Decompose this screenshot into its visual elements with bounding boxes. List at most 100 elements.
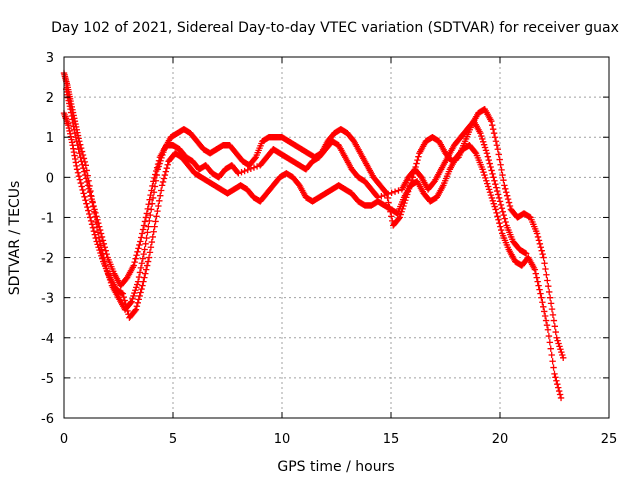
data-point <box>91 231 99 238</box>
data-point <box>133 284 140 291</box>
data-point <box>477 130 484 137</box>
data-point <box>491 134 499 141</box>
data-point <box>96 226 104 234</box>
data-point <box>164 161 171 168</box>
data-point <box>500 176 507 184</box>
data-point <box>489 197 497 205</box>
data-point <box>544 277 551 284</box>
data-point <box>155 202 162 210</box>
data-point <box>151 174 158 182</box>
data-point <box>548 305 556 313</box>
data-point <box>415 153 422 160</box>
data-point <box>381 191 388 199</box>
data-point <box>543 321 551 329</box>
data-point <box>133 281 141 288</box>
data-point <box>501 215 508 222</box>
data-point <box>535 282 542 289</box>
data-point <box>487 191 495 199</box>
data-point <box>485 186 493 193</box>
data-point <box>479 166 486 173</box>
data-point <box>156 197 163 205</box>
y-axis-label: SDTVAR / TECUs <box>7 181 23 296</box>
data-point <box>499 171 506 179</box>
data-point <box>136 292 143 300</box>
data-point <box>244 166 251 174</box>
data-point <box>95 223 103 230</box>
data-point <box>74 169 82 176</box>
data-point <box>491 203 498 210</box>
data-point <box>534 233 542 241</box>
data-point <box>135 245 142 252</box>
data-point <box>497 161 504 168</box>
data-point <box>496 219 503 227</box>
data-point <box>153 164 161 171</box>
data-point <box>83 178 91 186</box>
data-point <box>484 183 492 190</box>
data-point <box>73 166 81 173</box>
data-point <box>157 192 164 199</box>
data-point <box>155 157 163 164</box>
axis-ticks: 0 5 10 15 20 25 -6 -5 -4 -3 -2 -1 0 1 2 3 <box>41 51 617 447</box>
data-point <box>531 266 539 273</box>
data-point <box>71 130 79 137</box>
data-point <box>154 207 161 215</box>
data-point <box>139 282 146 289</box>
data-point <box>556 391 564 398</box>
y-tick-label: -2 <box>41 252 54 267</box>
data-point <box>506 202 514 210</box>
data-point <box>551 323 559 330</box>
data-point <box>81 193 88 201</box>
data-point <box>492 138 500 145</box>
data-point <box>479 135 486 143</box>
data-point <box>144 205 151 213</box>
data-point <box>484 180 491 187</box>
x-tick-label: 15 <box>383 432 400 447</box>
data-point <box>493 187 501 195</box>
data-point <box>138 260 146 267</box>
data-point <box>479 138 487 146</box>
data-point <box>490 174 497 181</box>
data-point <box>85 185 93 192</box>
data-point <box>480 141 488 148</box>
data-point <box>553 377 560 384</box>
data-point <box>133 303 141 310</box>
data-point <box>132 255 139 262</box>
data-point <box>537 290 544 297</box>
data-point <box>413 160 420 167</box>
data-point <box>157 187 165 194</box>
data-point <box>150 228 157 235</box>
data-point <box>486 160 493 167</box>
data-point <box>551 370 558 378</box>
data-point <box>127 299 134 307</box>
data-point <box>545 283 552 290</box>
data-point <box>147 191 154 199</box>
data-point <box>471 148 479 156</box>
data-point <box>74 142 81 149</box>
data-point <box>141 246 148 253</box>
data-point <box>144 229 151 236</box>
data-point <box>489 126 497 133</box>
data-point <box>540 303 547 311</box>
x-axis-label: GPS time / hours <box>277 459 394 475</box>
y-tick-label: 2 <box>46 91 54 106</box>
data-point <box>75 172 83 180</box>
data-point <box>482 174 489 182</box>
y-tick-label: -3 <box>41 292 54 307</box>
data-point <box>488 117 495 125</box>
data-point <box>539 250 546 258</box>
y-tick-label: 3 <box>46 51 54 66</box>
data-point <box>388 213 395 220</box>
data-point <box>141 274 148 281</box>
data-point <box>137 238 144 245</box>
data-point <box>86 210 93 218</box>
data-point <box>496 198 504 205</box>
data-point <box>142 240 149 248</box>
data-point <box>90 202 97 210</box>
data-point <box>148 187 155 194</box>
data-point <box>136 269 144 276</box>
data-point <box>154 160 162 168</box>
data-point <box>76 176 84 183</box>
data-point <box>152 167 160 175</box>
data-point <box>533 230 541 237</box>
data-point <box>493 184 500 191</box>
